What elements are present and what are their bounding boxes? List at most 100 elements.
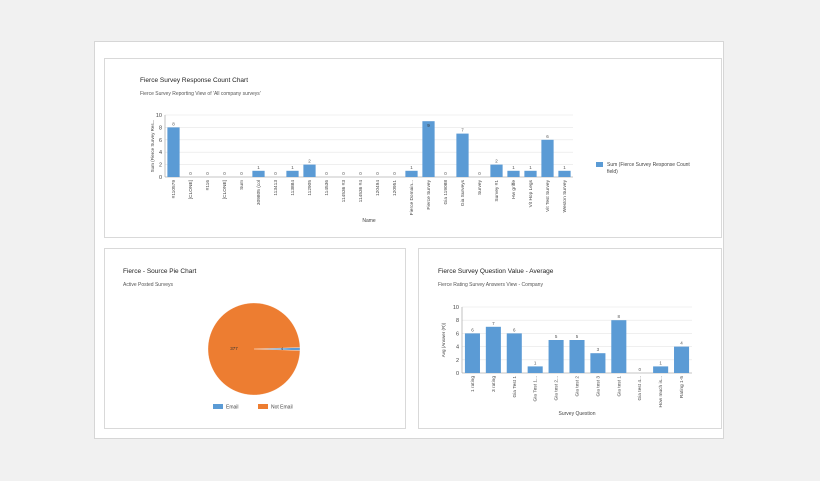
legend-label: Email — [226, 405, 239, 411]
response-count-chart-card: Fierce Survey Response Count Chart Fierc… — [104, 58, 722, 238]
chart-title: Fierce - Source Pie Chart — [123, 268, 197, 275]
data-label: 6 — [513, 327, 516, 332]
data-label: 2 — [495, 159, 498, 164]
bar — [653, 366, 669, 373]
source-pie-chart: 377 4 Email Not Email — [207, 302, 301, 411]
data-label: 0 — [240, 171, 243, 176]
data-label: 2 — [308, 159, 311, 164]
bar — [303, 164, 316, 177]
x-tick-label: How much is... — [658, 376, 664, 407]
x-axis-label: Survey Question — [559, 411, 596, 417]
data-label: 0 — [223, 171, 226, 176]
data-label: 0 — [638, 367, 641, 372]
bar — [167, 127, 180, 177]
x-tick-label: 114536 #4 — [358, 180, 364, 203]
x-tick-label: 113884 — [290, 180, 296, 196]
x-tick-label: Gia Test 1 — [512, 376, 518, 398]
data-label: 4 — [281, 346, 284, 351]
data-label: 1 — [534, 360, 537, 365]
data-label: 0 — [444, 171, 447, 176]
y-tick-label: 0 — [456, 371, 459, 377]
x-tick-label: Fierce Domain... — [409, 180, 415, 215]
x-tick-label: Gia Surveys — [460, 179, 466, 206]
bar — [286, 170, 299, 177]
dashboard: Fierce Survey Response Count Chart Fierc… — [94, 41, 724, 439]
data-label: 6 — [546, 134, 549, 139]
bar — [524, 170, 537, 177]
bar — [464, 333, 480, 373]
data-label: 0 — [342, 171, 345, 176]
bar — [490, 164, 503, 177]
x-tick-label: Gia 119088 — [443, 180, 449, 205]
y-tick-label: 10 — [453, 305, 459, 311]
x-tick-label: Gia Test 1... — [533, 376, 539, 402]
data-label: 5 — [555, 334, 558, 339]
bar — [611, 320, 627, 373]
x-tick-label: Gia test 4... — [637, 376, 643, 401]
chart-title: Fierce Survey Response Count Chart — [140, 77, 249, 84]
x-tick-label: [CLONE] — [222, 180, 228, 199]
legend-label-line: field) — [607, 169, 618, 175]
data-label: 0 — [325, 171, 328, 176]
x-tick-label: Gia test 2 — [575, 376, 581, 397]
y-tick-label: 6 — [159, 138, 162, 144]
data-label: 1 — [257, 165, 260, 170]
chart-title: Fierce Survey Question Value - Average — [438, 268, 554, 275]
y-axis-label: Avg (Answer (R)) — [441, 322, 446, 357]
pie-slice — [207, 302, 301, 396]
bar — [541, 139, 554, 177]
chart-subtitle: Fierce Survey Reporting View of 'All com… — [140, 91, 261, 97]
bar — [422, 121, 435, 177]
x-tick-label: 114536 #3 — [341, 180, 347, 203]
legend-label-line: Sum (Fierce Survey Response Count — [607, 162, 690, 168]
data-label: 1 — [410, 165, 413, 170]
x-tick-label: Vit Hop Legs — [528, 179, 534, 207]
data-label: 377 — [230, 346, 238, 351]
data-label: 7 — [461, 128, 464, 133]
data-label: 9 — [427, 123, 430, 128]
legend-swatch — [213, 404, 223, 409]
data-label: 7 — [492, 321, 495, 326]
data-label: 0 — [376, 171, 379, 176]
x-tick-label: 120494 — [375, 180, 381, 196]
data-label: 6 — [471, 327, 474, 332]
bar — [507, 170, 520, 177]
y-tick-label: 2 — [159, 163, 162, 169]
data-label: 1 — [512, 165, 515, 170]
y-axis-label: Sum (Fierce Survey Res... — [150, 120, 155, 173]
response-count-chart: 02468108#1105790[CLONE]0#1160[CLONE]0Sum… — [150, 113, 690, 224]
data-label: 5 — [576, 334, 579, 339]
data-label: 0 — [274, 171, 277, 176]
x-tick-label: Fierce Survey — [426, 179, 432, 209]
x-tick-label: 309805 (col — [256, 180, 262, 205]
data-label: 0 — [206, 171, 209, 176]
data-label: 0 — [359, 171, 362, 176]
x-tick-label: Gia test 3 — [595, 376, 601, 397]
data-label: 0 — [393, 171, 396, 176]
y-tick-label: 8 — [159, 125, 162, 131]
data-label: 3 — [597, 347, 600, 352]
bar — [674, 346, 690, 373]
data-label: 1 — [291, 165, 294, 170]
legend-label: Not Email — [271, 405, 293, 411]
x-tick-label: Hw griffe — [511, 180, 517, 199]
bar — [569, 340, 585, 373]
x-tick-label: 113413 — [273, 180, 279, 196]
bar — [590, 353, 606, 373]
x-tick-label: 112905 — [307, 180, 313, 196]
bar — [527, 366, 543, 373]
bar — [558, 170, 571, 177]
x-tick-label: [CLONE] — [188, 180, 194, 199]
x-tick-label: 1 rating — [470, 376, 476, 392]
x-tick-label: Survey — [477, 179, 483, 195]
x-tick-label: Survey #1 — [494, 180, 500, 202]
bar — [506, 333, 522, 373]
x-tick-label: Rating 1-5 — [679, 376, 685, 398]
data-label: 8 — [172, 121, 175, 126]
y-tick-label: 4 — [456, 345, 459, 351]
y-tick-label: 0 — [159, 175, 162, 181]
x-tick-label: #116 — [205, 180, 211, 191]
y-tick-label: 6 — [456, 331, 459, 337]
x-tick-label: Vit Test Survey — [545, 179, 551, 211]
